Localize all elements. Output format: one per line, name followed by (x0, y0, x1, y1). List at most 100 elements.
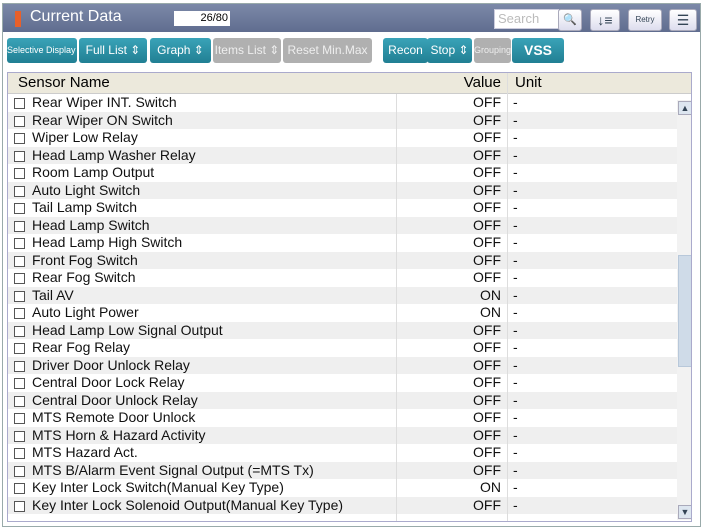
row-checkbox[interactable] (14, 343, 25, 354)
sensor-value: OFF (473, 234, 501, 250)
sensor-unit: - (513, 94, 518, 110)
row-checkbox[interactable] (14, 395, 25, 407)
row-checkbox[interactable] (14, 185, 25, 197)
row-checkbox[interactable] (14, 150, 25, 162)
sensor-value: ON (480, 304, 501, 320)
graph-button[interactable]: Graph ⇕ (150, 38, 211, 63)
scrollbar-thumb[interactable] (678, 255, 691, 367)
sensor-name: Wiper Low Relay (32, 129, 138, 145)
scroll-down-icon[interactable]: ▼ (678, 505, 691, 519)
sensor-unit: - (513, 129, 518, 145)
scroll-up-icon[interactable]: ▲ (678, 101, 691, 115)
row-checkbox[interactable] (14, 203, 25, 214)
row-checkbox[interactable] (14, 430, 25, 442)
table-row[interactable]: MTS B/Alarm Event Signal Output (=MTS Tx… (8, 461, 691, 479)
sensor-value: ON (480, 286, 501, 303)
split-view-icon: ☰ (676, 12, 690, 28)
row-checkbox[interactable] (14, 238, 25, 249)
sensor-name: Head Lamp High Switch (32, 234, 183, 250)
row-checkbox[interactable] (14, 483, 25, 494)
sort-list-icon: ↓≡ (597, 12, 613, 28)
selective-display-button[interactable]: Selective Display ⇕ (7, 38, 77, 63)
table-row[interactable]: MTS Hazard Act. OFF - (8, 444, 691, 462)
row-checkbox[interactable] (14, 98, 25, 109)
table-row[interactable]: Rear Fog Relay OFF - (8, 339, 691, 357)
table-row[interactable]: Room Lamp Output OFF - (8, 164, 691, 182)
row-checkbox[interactable] (14, 448, 25, 459)
table-row[interactable]: Key Inter Lock Switch(Manual Key Type) ON… (8, 479, 691, 497)
row-checkbox[interactable] (14, 465, 25, 477)
row-checkbox[interactable] (14, 325, 25, 337)
table-row[interactable]: Rear Wiper ON Switch OFF - (8, 111, 691, 129)
sensor-name: Rear Fog Relay (32, 339, 131, 355)
column-value: Value (463, 74, 501, 91)
column-sensor-name: Sensor Name (18, 74, 110, 91)
table-row[interactable]: Tail Lamp Switch OFF - (8, 199, 691, 217)
row-checkbox[interactable] (14, 378, 25, 389)
sensor-unit: - (513, 286, 518, 303)
sensor-value: OFF (473, 391, 501, 408)
reset-min-max-button[interactable]: Reset Min.Max (283, 38, 372, 63)
row-checkbox[interactable] (14, 168, 25, 179)
table-row[interactable]: Tail AV ON - (8, 286, 691, 304)
table-row[interactable]: Wiper Low Relay OFF - (8, 129, 691, 147)
table-row[interactable]: Head Lamp Low Signal Output OFF - (8, 321, 691, 339)
search-button[interactable]: 🔍 (558, 9, 582, 31)
row-checkbox[interactable] (14, 290, 25, 302)
table-row[interactable]: Head Lamp High Switch OFF - (8, 234, 691, 252)
title-bar: Current Data 26/80 Search 🔍 ↓≡ Retry ☰ (3, 4, 700, 32)
table-row[interactable]: MTS Remote Door Unlock OFF - (8, 409, 691, 427)
row-checkbox[interactable] (14, 413, 25, 424)
stop-button[interactable]: Stop ⇕ (427, 38, 472, 63)
sensor-unit: - (513, 321, 518, 338)
sensor-value: OFF (473, 164, 501, 180)
row-checkbox[interactable] (14, 360, 25, 372)
sensor-value: OFF (473, 321, 501, 338)
sensor-unit: - (513, 199, 518, 215)
sensor-value: OFF (473, 216, 501, 233)
sensor-unit: - (513, 339, 518, 355)
vss-button[interactable]: VSS (512, 38, 564, 63)
row-checkbox[interactable] (14, 220, 25, 232)
search-input[interactable]: Search (494, 9, 559, 29)
sensor-unit: - (513, 269, 518, 285)
table-row[interactable]: Head Lamp Switch OFF - (8, 216, 691, 234)
row-checkbox[interactable] (14, 255, 25, 267)
sort-button[interactable]: ↓≡ (590, 9, 620, 31)
items-list-button[interactable]: Items List ⇕ (213, 38, 281, 63)
sensor-unit: - (513, 304, 518, 320)
sensor-value: OFF (473, 269, 501, 285)
table-row[interactable]: Rear Wiper INT. Switch OFF - (8, 94, 691, 112)
table-row[interactable]: Central Door Unlock Relay OFF - (8, 391, 691, 409)
row-checkbox[interactable] (14, 133, 25, 144)
table-row[interactable]: MTS Horn & Hazard Activity OFF - (8, 426, 691, 444)
full-list-button[interactable]: Full List ⇕ (79, 38, 147, 63)
grouping-button[interactable]: Grouping (474, 38, 511, 63)
table-row[interactable]: Auto Light Switch OFF - (8, 181, 691, 199)
sensor-name: Rear Wiper ON Switch (32, 111, 173, 128)
sensor-name: Auto Light Power (32, 304, 139, 320)
table-row[interactable]: Head Lamp Washer Relay OFF - (8, 146, 691, 164)
sensor-name: Rear Wiper INT. Switch (32, 94, 177, 110)
sensor-value: ON (480, 479, 501, 495)
sensor-name: Auto Light Switch (32, 181, 141, 198)
retry-button[interactable]: Retry (628, 9, 662, 31)
table-row[interactable]: Driver Door Unlock Relay OFF - (8, 356, 691, 374)
record-button[interactable]: Recon (383, 38, 428, 63)
sensor-unit: - (513, 426, 518, 443)
row-checkbox[interactable] (14, 273, 25, 284)
sensor-name: Central Door Unlock Relay (32, 391, 198, 408)
row-checkbox[interactable] (14, 308, 25, 319)
vertical-scrollbar[interactable]: ▲ ▼ (677, 100, 691, 520)
table-row[interactable]: Central Door Lock Relay OFF - (8, 374, 691, 392)
table-row[interactable]: Rear Fog Switch OFF - (8, 269, 691, 287)
table-row[interactable]: Front Fog Switch OFF - (8, 251, 691, 269)
table-row[interactable]: Auto Light Power ON - (8, 304, 691, 322)
row-checkbox[interactable] (14, 500, 25, 512)
table-row[interactable]: Key Inter Lock Solenoid Output(Manual Ke… (8, 496, 691, 514)
layout-button[interactable]: ☰ (669, 9, 697, 31)
sensor-value: OFF (473, 356, 501, 373)
row-checkbox[interactable] (14, 115, 25, 127)
sensor-value: OFF (473, 181, 501, 198)
sensor-name: Tail AV (32, 286, 74, 303)
